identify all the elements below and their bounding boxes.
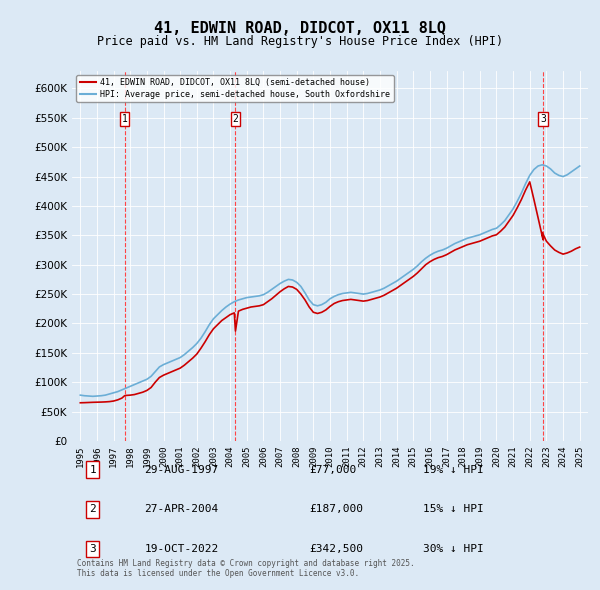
Text: Price paid vs. HM Land Registry's House Price Index (HPI): Price paid vs. HM Land Registry's House …	[97, 35, 503, 48]
Text: 27-APR-2004: 27-APR-2004	[144, 504, 218, 514]
Text: 19% ↓ HPI: 19% ↓ HPI	[423, 465, 484, 475]
Legend: 41, EDWIN ROAD, DIDCOT, OX11 8LQ (semi-detached house), HPI: Average price, semi: 41, EDWIN ROAD, DIDCOT, OX11 8LQ (semi-d…	[76, 75, 394, 102]
Text: 1: 1	[122, 114, 128, 124]
Text: 19-OCT-2022: 19-OCT-2022	[144, 544, 218, 554]
Text: £187,000: £187,000	[310, 504, 364, 514]
Text: Contains HM Land Registry data © Crown copyright and database right 2025.
This d: Contains HM Land Registry data © Crown c…	[77, 559, 415, 578]
Text: 2: 2	[89, 504, 96, 514]
Text: 3: 3	[540, 114, 546, 124]
Text: 29-AUG-1997: 29-AUG-1997	[144, 465, 218, 475]
Text: 2: 2	[233, 114, 238, 124]
Text: 30% ↓ HPI: 30% ↓ HPI	[423, 544, 484, 554]
Text: 1: 1	[89, 465, 96, 475]
Text: £342,500: £342,500	[310, 544, 364, 554]
Text: 41, EDWIN ROAD, DIDCOT, OX11 8LQ: 41, EDWIN ROAD, DIDCOT, OX11 8LQ	[154, 21, 446, 35]
Text: 15% ↓ HPI: 15% ↓ HPI	[423, 504, 484, 514]
Text: £77,000: £77,000	[310, 465, 356, 475]
Text: 3: 3	[89, 544, 96, 554]
